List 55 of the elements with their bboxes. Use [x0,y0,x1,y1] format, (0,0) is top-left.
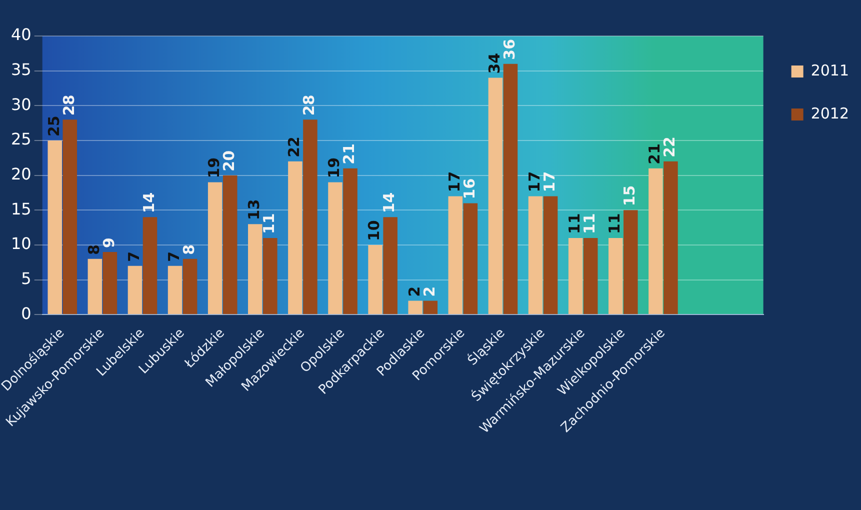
bar [288,161,302,314]
bar [222,175,238,314]
bar [168,266,182,314]
data-label: 28 [300,94,318,116]
data-label: 28 [60,94,78,116]
bar [142,217,158,314]
y-tick-label: 10 [11,234,32,254]
bar [423,300,438,314]
data-label: 20 [220,150,238,172]
bar [182,258,198,314]
data-label: 15 [620,185,639,206]
bar [624,210,638,314]
data-label: 14 [140,192,158,214]
bar [608,238,623,314]
bar [583,238,598,314]
y-tick-label: 0 [21,304,32,323]
bar [102,252,118,314]
bar [328,182,342,314]
legend-label: 2012 [810,104,850,122]
y-tick-label: 35 [11,60,32,79]
y-tick-label: 20 [11,164,32,184]
bar [368,245,382,314]
data-label: 10 [365,220,384,241]
bar [648,168,663,314]
bar [128,266,142,314]
data-label: 7 [124,251,143,262]
y-tick-label: 5 [21,268,32,288]
bar [383,217,398,314]
bar [208,182,222,314]
y-tick-label: 15 [11,199,32,218]
data-label: 19 [204,157,223,178]
data-label: 14 [380,192,398,214]
bar [263,238,278,314]
bar [448,196,463,314]
bar [343,168,358,314]
bar [408,300,422,314]
bar [568,238,583,314]
y-tick-label: 25 [11,130,32,149]
data-label: 22 [285,136,304,158]
bar [664,161,678,314]
bar [62,120,78,314]
bar [503,64,518,314]
bar [543,196,558,314]
bar [303,120,318,314]
bar [248,224,262,314]
y-tick-label: 30 [11,94,32,114]
bar [88,258,102,314]
data-label: 11 [606,213,624,234]
bar [48,140,62,314]
legend-label: 2011 [810,61,850,80]
bar [488,78,503,314]
data-label: 25 [44,116,63,136]
bar [528,196,543,314]
y-tick-label: 40 [11,25,32,44]
bar [463,203,478,314]
